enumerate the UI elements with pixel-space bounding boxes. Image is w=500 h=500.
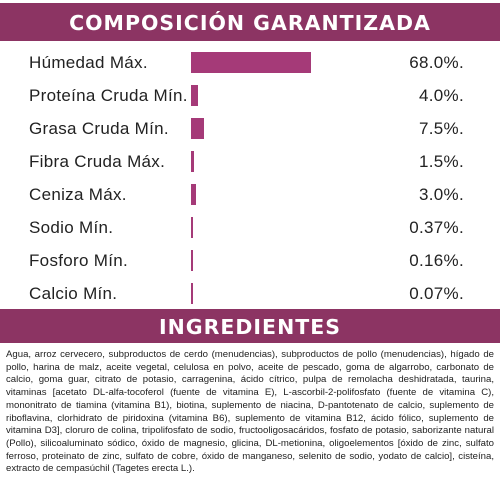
composition-row-bar xyxy=(191,151,194,172)
composition-row: Ceniza Máx. 3.0%. xyxy=(0,179,500,211)
composition-row-label: Húmedad Máx. xyxy=(29,53,148,72)
composition-row: Sodio Mín. 0.37%. xyxy=(0,212,500,244)
composition-row-bar xyxy=(191,52,311,73)
composition-row-value: 0.16%. xyxy=(409,251,464,270)
composition-row-label: Ceniza Máx. xyxy=(29,185,127,204)
composition-row-value: 7.5%. xyxy=(419,119,464,138)
composition-row: Fosforo Mín. 0.16%. xyxy=(0,245,500,277)
composition-row-bar xyxy=(191,184,197,205)
composition-row-value: 3.0%. xyxy=(419,185,464,204)
composition-title: COMPOSICIÓN GARANTIZADA xyxy=(0,3,500,41)
composition-row-label: Grasa Cruda Mín. xyxy=(29,119,169,138)
composition-row-label: Fibra Cruda Máx. xyxy=(29,152,166,171)
composition-row-label: Calcio Mín. xyxy=(29,284,118,303)
ingredients-title: INGREDIENTES xyxy=(0,309,500,343)
composition-row: Grasa Cruda Mín. 7.5%. xyxy=(0,113,500,145)
composition-row-bar xyxy=(191,118,205,139)
composition-row-bar xyxy=(191,85,199,106)
composition-row-label: Fosforo Mín. xyxy=(29,251,129,270)
composition-row-value: 0.07%. xyxy=(409,284,464,303)
composition-row-value: 0.37%. xyxy=(409,218,464,237)
composition-row-label: Sodio Mín. xyxy=(29,218,114,237)
composition-row-value: 1.5%. xyxy=(419,152,464,171)
composition-row-bar xyxy=(191,283,193,304)
composition-row-bar xyxy=(191,250,193,271)
composition-row: Calcio Mín. 0.07%. xyxy=(0,278,500,310)
composition-row: Proteína Cruda Mín. 4.0%. xyxy=(0,80,500,112)
composition-row-bar xyxy=(191,217,193,238)
composition-row-label: Proteína Cruda Mín. xyxy=(29,86,188,105)
ingredients-text: Agua, arroz cervecero, subproductos de c… xyxy=(6,349,494,475)
composition-row-value: 4.0%. xyxy=(419,86,464,105)
composition-row-value: 68.0%. xyxy=(409,53,464,72)
composition-row: Fibra Cruda Máx. 1.5%. xyxy=(0,146,500,178)
composition-row: Húmedad Máx. 68.0%. xyxy=(0,47,500,79)
